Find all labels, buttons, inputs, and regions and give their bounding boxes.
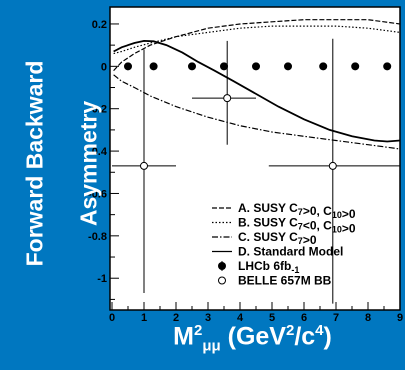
lhcb-point-7 xyxy=(351,62,360,71)
legend-label-0: A. SUSY C7>0, C10>0 xyxy=(238,201,356,221)
belle-point-1 xyxy=(223,94,232,103)
x-axis-label: M2μμ (GeV2/c4) xyxy=(173,322,332,355)
lhcb-point-0 xyxy=(124,62,132,71)
x-tick-label-8: 8 xyxy=(365,312,371,324)
y-axis-label-line-1: Forward Backward xyxy=(21,60,48,267)
lhcb-point-1 xyxy=(149,62,158,71)
lhcb-point-2 xyxy=(188,62,196,71)
legend-swatch-4 xyxy=(218,262,226,270)
series-line-2 xyxy=(113,74,401,150)
y-tick-label-6: -1 xyxy=(97,273,107,285)
y-tick-label-3: -0.4 xyxy=(88,146,108,158)
belle-point-2 xyxy=(328,161,337,170)
plot-area xyxy=(109,6,401,311)
series-line-3 xyxy=(113,39,401,143)
y-axis-label: Forward Backward Asymmetry xyxy=(8,0,102,330)
legend-label-1: B. SUSY C7<0, C10>0 xyxy=(238,216,356,236)
lhcb-point-6 xyxy=(319,62,328,71)
x-tick-label-3: 3 xyxy=(205,312,211,324)
x-tick-label-1: 1 xyxy=(141,312,147,324)
legend-label-3: D. Standard Model xyxy=(238,245,343,259)
y-tick-label-0: 0.2 xyxy=(92,19,107,31)
lhcb-point-5 xyxy=(284,62,292,71)
lhcb-point-8 xyxy=(383,62,392,71)
series-line-1 xyxy=(113,25,401,55)
x-tick-label-6: 6 xyxy=(301,312,307,324)
x-tick-label-4: 4 xyxy=(237,312,244,324)
legend-label-2: C. SUSY C7>0 xyxy=(238,230,317,247)
y-tick-label-4: -0.6 xyxy=(88,188,107,200)
x-tick-label-9: 9 xyxy=(397,312,403,324)
x-tick-label-0: 0 xyxy=(109,312,115,324)
x-tick-label-2: 2 xyxy=(173,312,179,324)
legend-label-5: BELLE 657M BB xyxy=(238,274,332,288)
y-tick-label-1: 0 xyxy=(101,61,107,73)
y-tick-label-2: -0.2 xyxy=(88,104,107,116)
series-line-0 xyxy=(113,19,401,72)
x-tick-label-5: 5 xyxy=(269,312,275,324)
lhcb-point-3 xyxy=(220,62,228,71)
legend-label-4: LHCb 6fb-1 xyxy=(238,259,299,275)
legend-swatch-5 xyxy=(218,276,226,285)
x-tick-label-7: 7 xyxy=(333,312,339,324)
y-tick-label-5: -0.8 xyxy=(88,231,107,243)
y-axis-label-line-2: Asymmetry xyxy=(75,100,102,227)
lhcb-point-4 xyxy=(252,62,260,71)
belle-point-0 xyxy=(140,161,148,170)
